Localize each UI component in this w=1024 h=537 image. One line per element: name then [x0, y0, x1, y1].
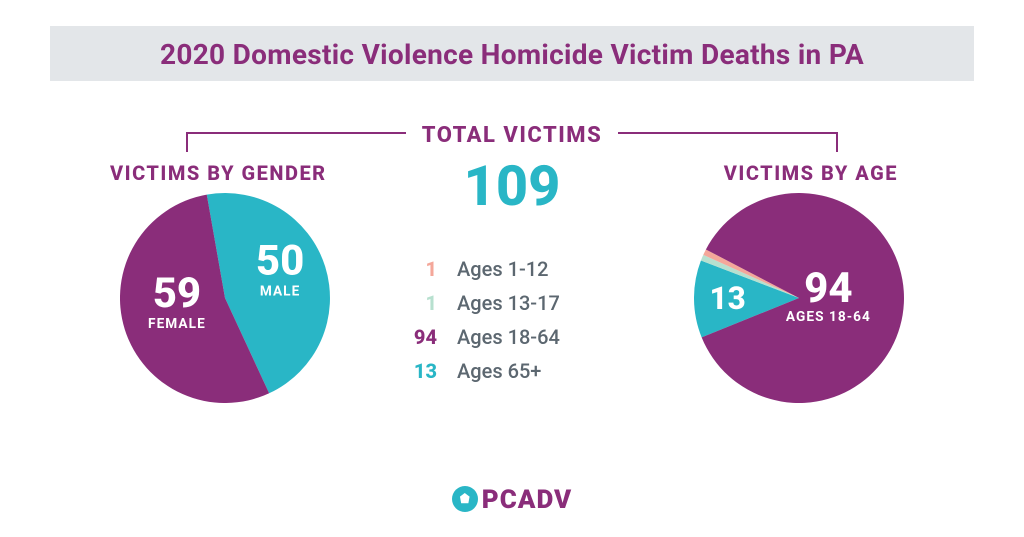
- age-pie-svg: 94AGES 18-64 13: [694, 193, 904, 403]
- age-legend-value: 1: [397, 257, 437, 281]
- age-legend: 1 Ages 1-12 1 Ages 13-17 94 Ages 18-64 13 Ages …: [397, 257, 627, 393]
- bracket-left: [186, 132, 406, 133]
- gender-male-value: 50: [256, 236, 304, 285]
- gender-female-label: FEMALE: [148, 316, 206, 332]
- logo-dot-icon: [452, 486, 478, 512]
- age-main-label: AGES 18-64: [786, 309, 871, 325]
- age-legend-label: Ages 18-64: [457, 325, 560, 349]
- gender-male-label: MALE: [260, 283, 300, 299]
- age-legend-label: Ages 13-17: [457, 291, 560, 315]
- pcadv-logo: PCADV: [0, 485, 1024, 515]
- gender-pie-svg: 50MALE 59FEMALE: [120, 193, 330, 403]
- age-legend-row: 94 Ages 18-64: [397, 325, 627, 349]
- gender-pie-chart: 50MALE 59FEMALE: [120, 193, 330, 403]
- age-legend-label: Ages 65+: [457, 359, 541, 383]
- page-title: 2020 Domestic Violence Homicide Victim D…: [50, 38, 974, 71]
- age-legend-row: 1 Ages 13-17: [397, 291, 627, 315]
- age-legend-value: 13: [397, 359, 437, 383]
- age-legend-row: 1 Ages 1-12: [397, 257, 627, 281]
- age-legend-label: Ages 1-12: [457, 257, 548, 281]
- age-pie-chart: 94AGES 18-64 13: [694, 193, 904, 403]
- age-legend-row: 13 Ages 65+: [397, 359, 627, 383]
- age-legend-value: 94: [397, 325, 437, 349]
- gender-heading: VICTIMS BY GENDER: [110, 161, 327, 185]
- logo-text: PCADV: [482, 485, 572, 515]
- age-heading: VICTIMS BY AGE: [724, 161, 898, 185]
- gender-female-value: 59: [153, 269, 201, 318]
- age-main-value: 94: [804, 264, 852, 313]
- title-bar: 2020 Domestic Violence Homicide Victim D…: [50, 26, 974, 81]
- infographic-canvas: 2020 Domestic Violence Homicide Victim D…: [0, 0, 1024, 537]
- age-minor-value: 13: [709, 280, 745, 317]
- bracket-right: [618, 132, 838, 133]
- content-stage: TOTAL VICTIMS 109 VICTIMS BY GENDER VICT…: [50, 81, 974, 501]
- age-legend-value: 1: [397, 291, 437, 315]
